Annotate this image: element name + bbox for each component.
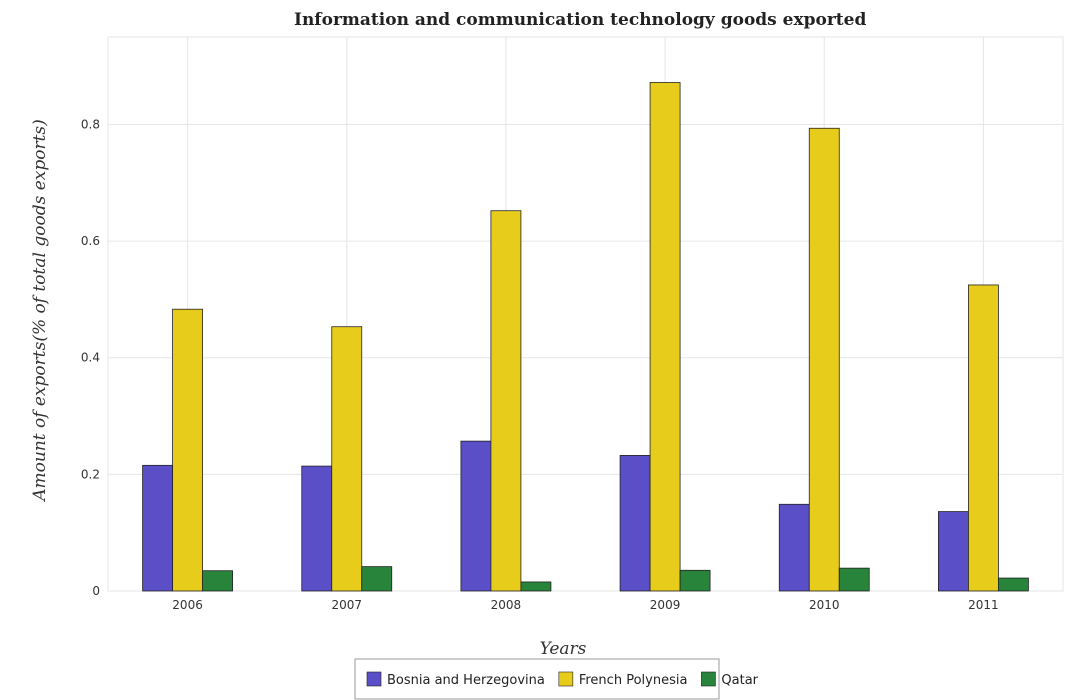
- bar-bosnia-and-herzegovina: [142, 464, 173, 592]
- bar-french-polynesia: [490, 210, 522, 592]
- x-tick-label: 2007: [331, 598, 362, 612]
- bar-french-polynesia: [808, 127, 840, 592]
- x-tick-label: 2008: [491, 598, 522, 612]
- bar-french-polynesia: [331, 326, 363, 592]
- y-tick-label: 0: [92, 584, 100, 598]
- y-tick-label: 0.8: [81, 117, 100, 131]
- x-tick-labels: 2006 2007 2008 2009 2010 2011: [172, 598, 998, 612]
- bar-bosnia-and-herzegovina: [460, 440, 492, 592]
- legend-label: Bosnia and Herzegovina: [387, 673, 545, 688]
- bar-qatar: [679, 569, 711, 592]
- bar-qatar: [998, 577, 1029, 592]
- bar-qatar: [520, 581, 552, 592]
- bar-french-polynesia: [968, 284, 999, 592]
- plot-area-border: [107, 36, 1064, 592]
- x-axis-label: Years: [540, 639, 587, 659]
- bars: [142, 82, 1029, 592]
- legend-box: [354, 658, 720, 700]
- bar-bosnia-and-herzegovina: [938, 511, 969, 592]
- grid: [107, 36, 1064, 592]
- legend: Bosnia and Herzegovina French Polynesia Qa…: [354, 658, 759, 700]
- bar-bosnia-and-herzegovina: [778, 503, 810, 592]
- legend-swatch: [558, 671, 574, 687]
- chart-title: Information and communication technology…: [294, 10, 866, 30]
- y-tick-label: 0.2: [81, 467, 100, 481]
- bar-qatar: [361, 566, 393, 592]
- x-tick-label: 2011: [968, 598, 999, 612]
- legend-swatch: [366, 671, 382, 687]
- y-axis-label: Amount of exports(% of total goods expor…: [30, 119, 50, 503]
- legend-label: Qatar: [721, 673, 758, 688]
- x-tick-label: 2010: [809, 598, 840, 612]
- bar-french-polynesia: [172, 308, 203, 592]
- bar-qatar: [202, 570, 233, 592]
- y-tick-labels: 0 0.2 0.4 0.6 0.8: [81, 117, 100, 598]
- bar-bosnia-and-herzegovina: [301, 465, 333, 592]
- legend-label: French Polynesia: [579, 673, 688, 688]
- x-tick-label: 2006: [172, 598, 203, 612]
- y-tick-label: 0.6: [81, 234, 100, 248]
- y-tick-label: 0.4: [81, 351, 100, 365]
- bar-bosnia-and-herzegovina: [619, 455, 651, 592]
- x-tick-label: 2009: [650, 598, 681, 612]
- bar-qatar: [838, 567, 870, 592]
- bar-french-polynesia: [649, 82, 681, 592]
- legend-swatch: [701, 671, 716, 687]
